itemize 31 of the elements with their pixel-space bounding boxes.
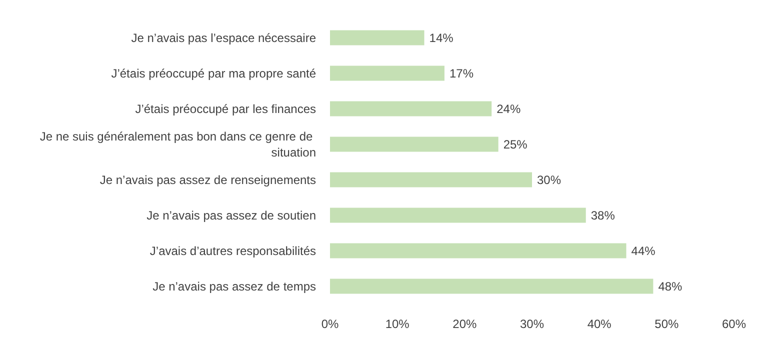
y-tick-label: J’étais préoccupé par ma propre santé xyxy=(111,66,316,80)
x-tick-label: 50% xyxy=(654,317,679,331)
y-tick-label: Je n’avais pas l’espace nécessaire xyxy=(131,30,316,45)
y-tick-label: J’étais préoccupé par les finances xyxy=(135,102,316,116)
y-tick-label: Je n’avais pas assez de soutien xyxy=(146,208,316,222)
data-label: 17% xyxy=(449,66,474,80)
bar xyxy=(330,66,444,81)
data-label: 30% xyxy=(537,172,562,187)
x-tick-label: 0% xyxy=(321,317,339,331)
data-label: 48% xyxy=(658,279,683,294)
x-tick-label: 60% xyxy=(722,317,746,331)
x-tick-label: 20% xyxy=(452,317,477,331)
data-label: 44% xyxy=(631,244,656,258)
data-label: 38% xyxy=(590,208,616,222)
data-label: 25% xyxy=(503,137,528,152)
y-tick-label: Je n’avais pas assez de temps xyxy=(152,279,316,294)
data-label: 14% xyxy=(429,30,454,45)
y-tick-label: Je ne suis généralement pas bon dans ce genre de situation xyxy=(40,129,316,160)
x-tick-label: 40% xyxy=(587,317,612,331)
bar xyxy=(330,278,654,294)
bar xyxy=(330,136,498,152)
bar xyxy=(330,30,424,46)
bar xyxy=(330,208,586,223)
bar xyxy=(330,172,532,188)
data-label: 24% xyxy=(496,102,521,116)
x-tick-label: 30% xyxy=(520,317,544,331)
bar xyxy=(330,243,626,258)
y-tick-label: Je n’avais pas assez de renseignements xyxy=(100,172,316,187)
y-tick-label: J’avais d’autres responsabilités xyxy=(150,244,316,258)
bar xyxy=(330,101,492,116)
x-tick-label: 10% xyxy=(385,317,410,331)
